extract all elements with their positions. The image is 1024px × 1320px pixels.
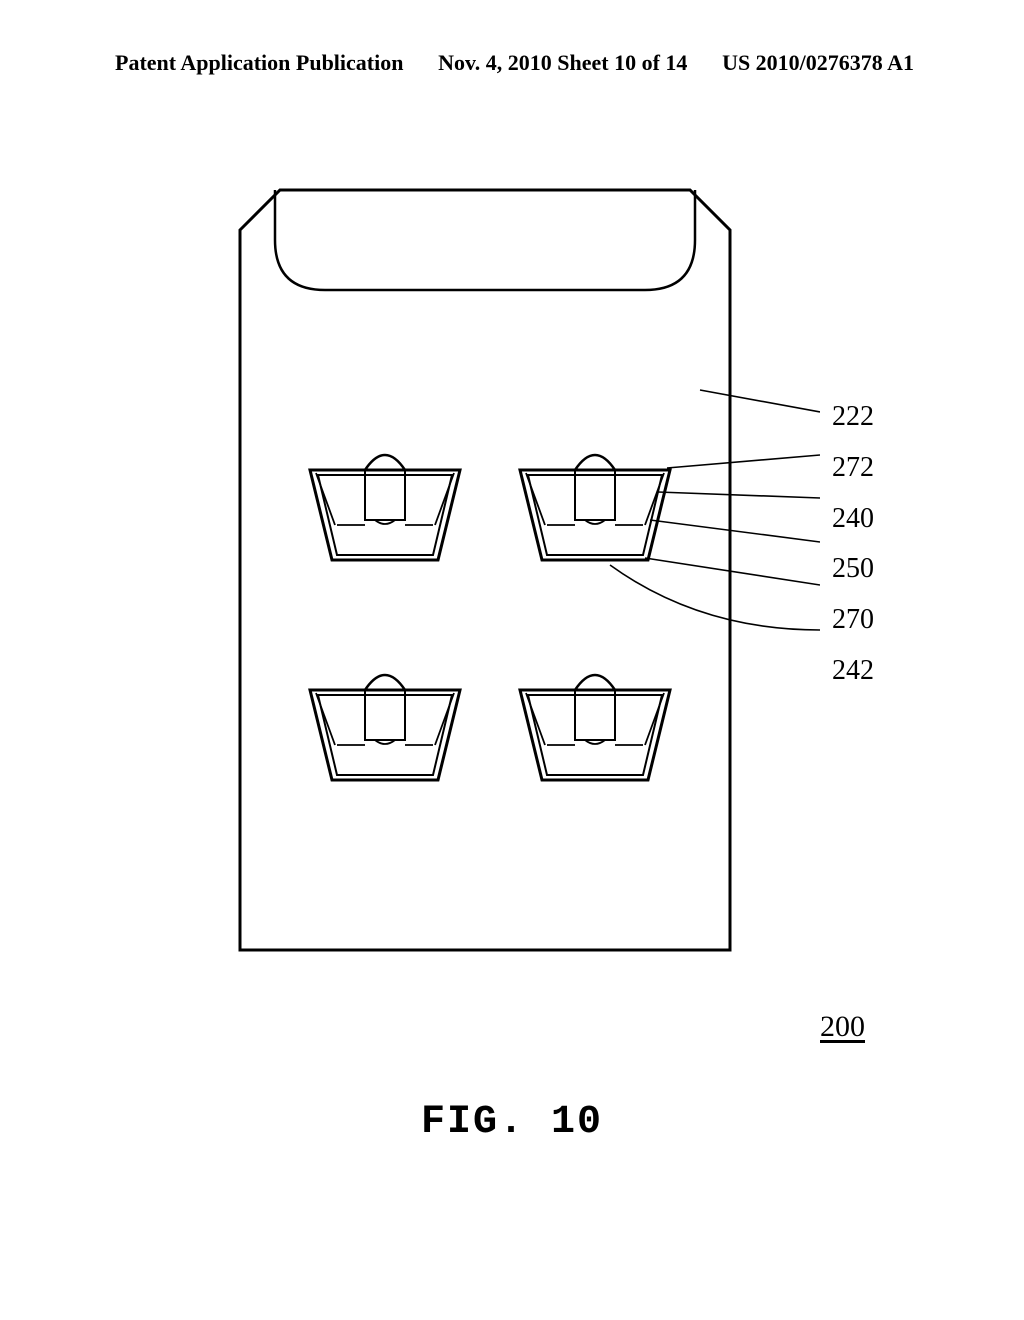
pocket-bottom-left (310, 675, 460, 780)
label-222: 222 (832, 395, 874, 440)
header-left: Patent Application Publication (115, 50, 403, 76)
patent-drawing (200, 170, 820, 1090)
figure-caption: FIG. 10 (0, 1100, 1024, 1145)
label-250: 250 (832, 547, 874, 592)
pocket-top-right (520, 455, 670, 560)
page-header: Patent Application Publication Nov. 4, 2… (0, 50, 1024, 76)
label-240: 240 (832, 497, 874, 542)
carrier-outline (240, 190, 730, 950)
figure-container (200, 170, 820, 1090)
label-242: 242 (832, 649, 874, 694)
pocket-bottom-right (520, 675, 670, 780)
main-reference-200: 200 (820, 1010, 865, 1044)
header-center: Nov. 4, 2010 Sheet 10 of 14 (438, 50, 687, 76)
reference-labels: 222 272 240 250 270 242 (832, 395, 874, 700)
pocket-top-left (310, 455, 460, 560)
header-right: US 2010/0276378 A1 (722, 50, 914, 76)
leader-lines (610, 390, 820, 630)
label-272: 272 (832, 446, 874, 491)
label-270: 270 (832, 598, 874, 643)
